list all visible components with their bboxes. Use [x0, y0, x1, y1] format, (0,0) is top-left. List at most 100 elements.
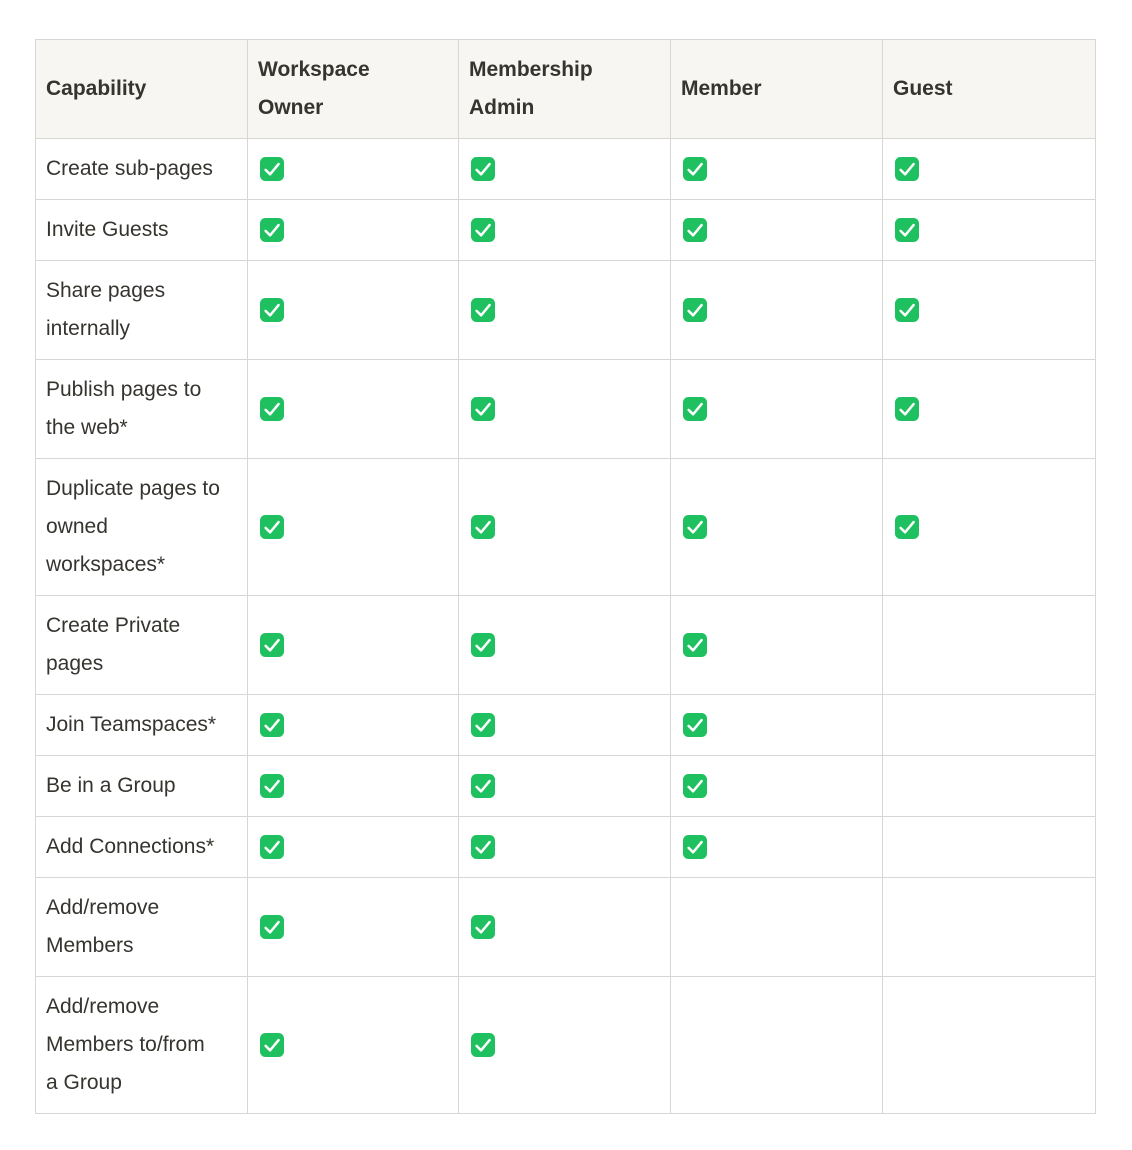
table-row: Be in a Group	[35, 755, 1096, 817]
check-icon	[260, 515, 284, 539]
check-icon	[471, 835, 495, 859]
capability-cell: Add/remove Members	[35, 877, 248, 977]
member-cell	[670, 694, 883, 756]
check-icon	[471, 774, 495, 798]
workspace-owner-cell	[247, 595, 459, 695]
capabilities-table: Capability Workspace Owner Membership Ad…	[35, 39, 1096, 1114]
table-row: Duplicate pages to owned workspaces*	[35, 458, 1096, 596]
column-header-guest: Guest	[882, 39, 1096, 139]
check-icon	[260, 157, 284, 181]
check-icon	[260, 915, 284, 939]
check-icon	[895, 218, 919, 242]
member-cell	[670, 595, 883, 695]
table-row: Invite Guests	[35, 199, 1096, 261]
guest-cell	[882, 976, 1096, 1114]
check-icon	[260, 1033, 284, 1057]
table-row: Create sub-pages	[35, 138, 1096, 200]
table-row: Share pages internally	[35, 260, 1096, 360]
check-icon	[683, 633, 707, 657]
check-icon	[683, 157, 707, 181]
workspace-owner-cell	[247, 458, 459, 596]
table-row: Add/remove Members	[35, 877, 1096, 977]
capability-cell: Create sub-pages	[35, 138, 248, 200]
capability-cell: Share pages internally	[35, 260, 248, 360]
member-cell	[670, 359, 883, 459]
guest-cell	[882, 694, 1096, 756]
table-row: Add/remove Members to/from a Group	[35, 976, 1096, 1114]
check-icon	[895, 397, 919, 421]
member-cell	[670, 260, 883, 360]
check-icon	[683, 774, 707, 798]
table-row: Create Private pages	[35, 595, 1096, 695]
membership-admin-cell	[458, 199, 671, 261]
check-icon	[260, 713, 284, 737]
guest-cell	[882, 359, 1096, 459]
check-icon	[260, 218, 284, 242]
workspace-owner-cell	[247, 138, 459, 200]
check-icon	[895, 515, 919, 539]
membership-admin-cell	[458, 138, 671, 200]
workspace-owner-cell	[247, 694, 459, 756]
check-icon	[471, 298, 495, 322]
membership-admin-cell	[458, 976, 671, 1114]
member-cell	[670, 755, 883, 817]
workspace-owner-cell	[247, 260, 459, 360]
workspace-owner-cell	[247, 359, 459, 459]
guest-cell	[882, 260, 1096, 360]
guest-cell	[882, 199, 1096, 261]
table-row: Join Teamspaces*	[35, 694, 1096, 756]
guest-cell	[882, 877, 1096, 977]
check-icon	[471, 713, 495, 737]
column-header-member: Member	[670, 39, 883, 139]
guest-cell	[882, 816, 1096, 878]
workspace-owner-cell	[247, 877, 459, 977]
capability-cell: Invite Guests	[35, 199, 248, 261]
check-icon	[471, 157, 495, 181]
membership-admin-cell	[458, 458, 671, 596]
check-icon	[471, 218, 495, 242]
table-row: Add Connections*	[35, 816, 1096, 878]
membership-admin-cell	[458, 694, 671, 756]
workspace-owner-cell	[247, 199, 459, 261]
check-icon	[260, 298, 284, 322]
check-icon	[471, 397, 495, 421]
check-icon	[683, 515, 707, 539]
member-cell	[670, 976, 883, 1114]
table-body: Create sub-pages Invite Guests Share pages…	[35, 138, 1096, 1114]
check-icon	[683, 713, 707, 737]
membership-admin-cell	[458, 816, 671, 878]
check-icon	[683, 218, 707, 242]
membership-admin-cell	[458, 260, 671, 360]
check-icon	[471, 515, 495, 539]
check-icon	[260, 633, 284, 657]
member-cell	[670, 458, 883, 596]
column-header-workspace-owner: Workspace Owner	[247, 39, 459, 139]
membership-admin-cell	[458, 877, 671, 977]
guest-cell	[882, 458, 1096, 596]
column-header-membership-admin: Membership Admin	[458, 39, 671, 139]
page: Capability Workspace Owner Membership Ad…	[0, 39, 1132, 1114]
member-cell	[670, 138, 883, 200]
capability-cell: Duplicate pages to owned workspaces*	[35, 458, 248, 596]
capability-cell: Publish pages to the web*	[35, 359, 248, 459]
member-cell	[670, 816, 883, 878]
capability-cell: Add Connections*	[35, 816, 248, 878]
column-header-capability: Capability	[35, 39, 248, 139]
capability-cell: Join Teamspaces*	[35, 694, 248, 756]
member-cell	[670, 199, 883, 261]
check-icon	[471, 633, 495, 657]
capability-cell: Add/remove Members to/from a Group	[35, 976, 248, 1114]
workspace-owner-cell	[247, 816, 459, 878]
check-icon	[895, 157, 919, 181]
guest-cell	[882, 138, 1096, 200]
capability-cell: Be in a Group	[35, 755, 248, 817]
check-icon	[260, 774, 284, 798]
check-icon	[895, 298, 919, 322]
guest-cell	[882, 595, 1096, 695]
guest-cell	[882, 755, 1096, 817]
check-icon	[683, 397, 707, 421]
membership-admin-cell	[458, 755, 671, 817]
table-row: Publish pages to the web*	[35, 359, 1096, 459]
check-icon	[471, 1033, 495, 1057]
check-icon	[260, 397, 284, 421]
